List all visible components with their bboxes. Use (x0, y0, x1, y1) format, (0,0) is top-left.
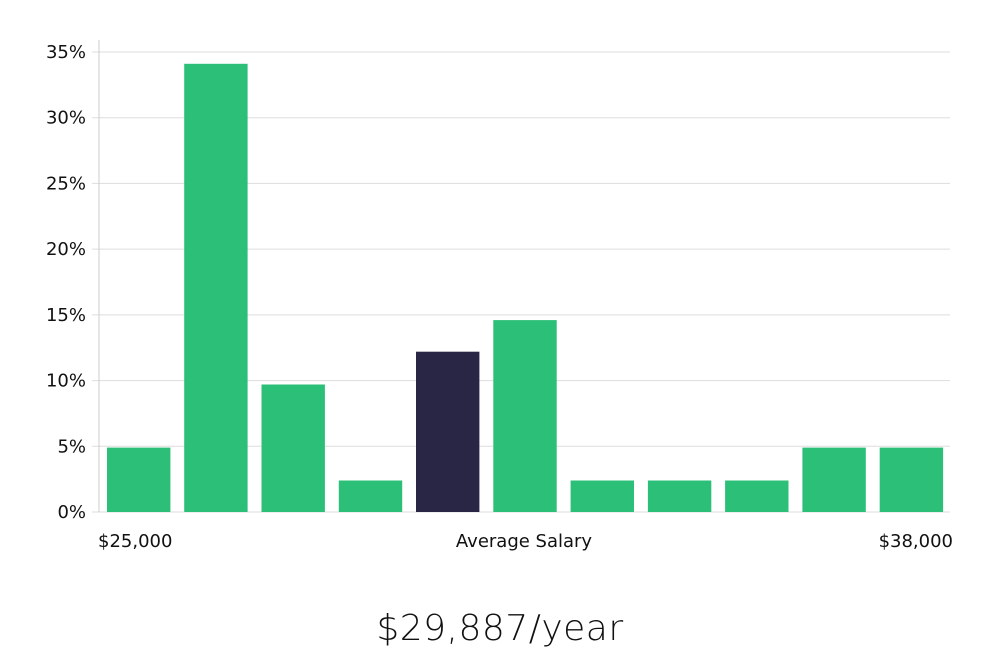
bar (338, 480, 403, 512)
bars (107, 63, 944, 513)
bar-highlighted (416, 351, 480, 512)
y-tick-label: 10% (46, 371, 86, 392)
y-tick-label: 25% (46, 173, 86, 194)
x-axis-title: Average Salary (456, 531, 593, 552)
bar (802, 447, 866, 512)
bar (725, 480, 789, 512)
y-tick-label: 0% (57, 502, 86, 523)
bar (879, 447, 944, 512)
bar (493, 320, 557, 512)
x-min-label: $25,000 (98, 531, 172, 552)
y-tick-label: 5% (57, 436, 86, 457)
x-max-label: $38,000 (879, 531, 953, 552)
y-tick-label: 20% (46, 239, 86, 260)
y-tick-label: 30% (46, 108, 86, 129)
average-salary-headline: $29,887/year (376, 608, 624, 649)
bar (570, 480, 634, 512)
y-axis-ticks: 0% 5% 10% 15% 20% 25% 30% 35% (46, 42, 86, 523)
bar (107, 447, 171, 512)
y-tick-label: 35% (46, 42, 86, 63)
salary-histogram-chart: 0% 5% 10% 15% 20% 25% 30% 35% $25,000 Average S… (46, 40, 953, 552)
bar (647, 480, 712, 512)
y-tick-label: 15% (46, 305, 86, 326)
bar (184, 63, 248, 513)
bar (261, 384, 325, 512)
